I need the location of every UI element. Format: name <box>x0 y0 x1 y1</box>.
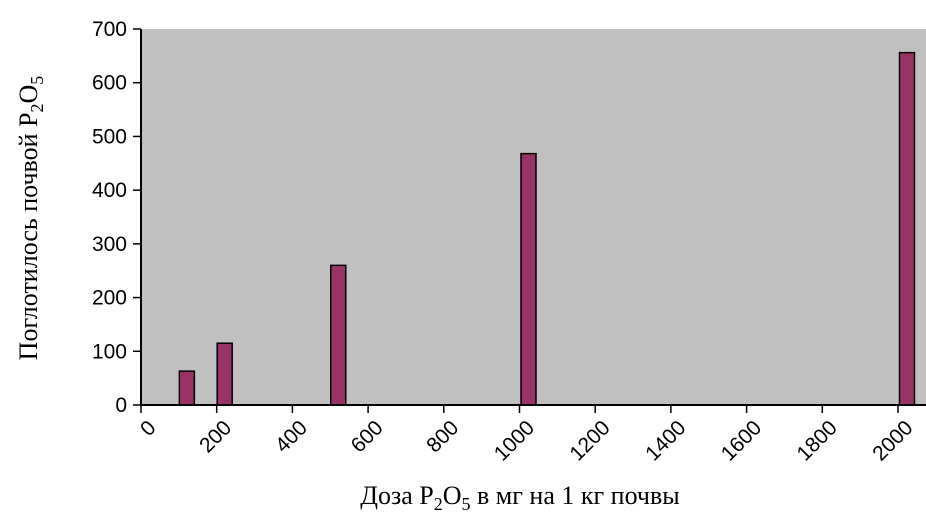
bar-500 <box>330 264 347 406</box>
x-axis-label-part2: O <box>443 481 462 510</box>
x-tick-label: 600 <box>347 416 388 457</box>
y-tick-label: 600 <box>92 72 127 95</box>
x-axis-label-sub: 2 <box>434 494 443 512</box>
y-tick-label: 400 <box>92 179 127 202</box>
y-tick-label: 300 <box>92 233 127 256</box>
x-tick-label: 1000 <box>490 416 539 465</box>
x-tick-label: 2000 <box>868 416 917 465</box>
x-tick-label: 1200 <box>565 416 614 465</box>
y-axis-label-sub2: 5 <box>27 76 47 85</box>
y-tick-label: 100 <box>92 340 127 363</box>
y-tick-label: 200 <box>92 287 127 310</box>
bar-200 <box>216 342 233 406</box>
y-tick-label: 0 <box>115 394 127 417</box>
x-tick-label: 200 <box>195 416 236 457</box>
x-axis-label-part1: Доза P <box>360 481 434 510</box>
y-tick-label: 700 <box>92 18 127 41</box>
x-axis-label-part3: в мг на 1 кг почвы <box>471 481 680 510</box>
x-tick-label: 400 <box>271 416 312 457</box>
y-axis-label-part1: Поглотилось почвой P <box>14 112 43 360</box>
y-tick-label: 500 <box>92 125 127 148</box>
x-tick-label: 800 <box>422 416 463 457</box>
y-axis-label-sub: 2 <box>27 103 47 112</box>
bar-2000 <box>898 51 916 406</box>
x-tick-label: 1800 <box>793 416 842 465</box>
x-axis-label: Доза P2O5 в мг на 1 кг почвы <box>360 481 680 512</box>
bar-1000 <box>520 152 537 406</box>
bar-100 <box>178 370 196 406</box>
x-axis-label-sub2: 5 <box>462 494 471 512</box>
x-tick-label: 0 <box>136 416 161 441</box>
x-tick-label: 1600 <box>717 416 766 465</box>
y-axis-label: Поглотилось почвой P2O5 <box>14 76 47 361</box>
y-axis-label-part2: O <box>14 85 43 104</box>
x-tick-label: 1400 <box>641 416 690 465</box>
